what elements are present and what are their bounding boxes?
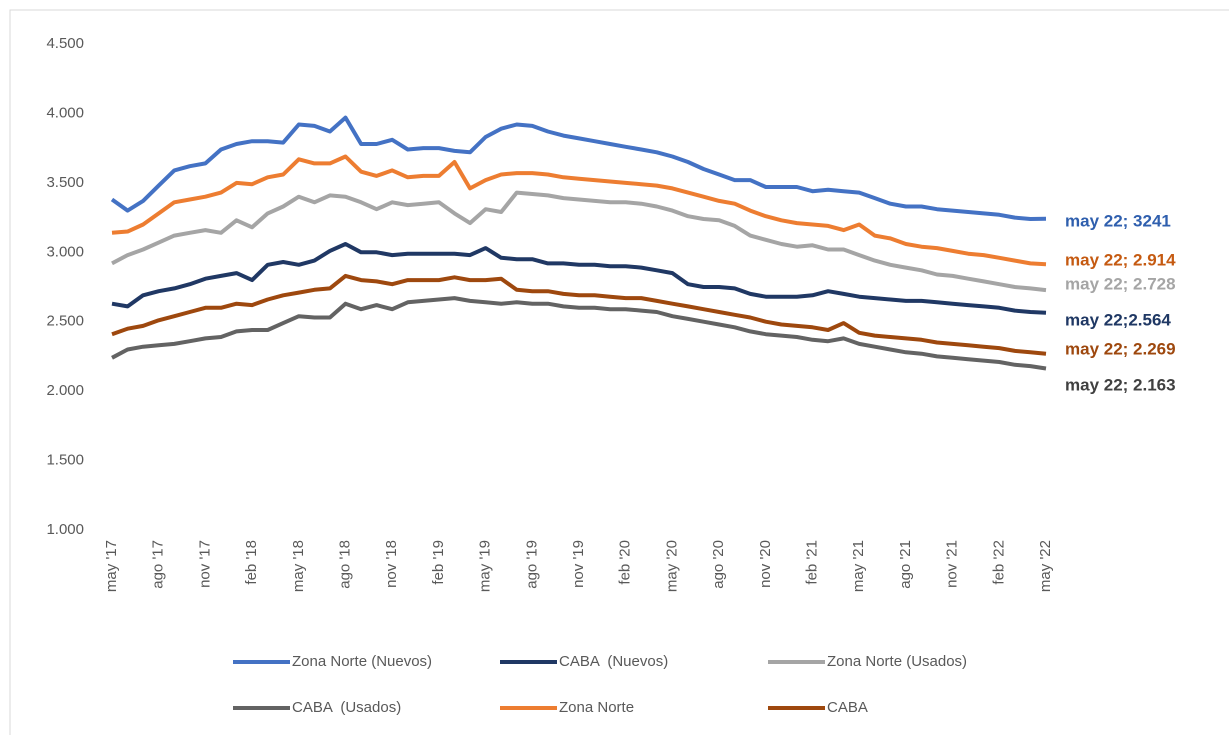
y-tick-label: 4.500 <box>46 35 84 52</box>
x-tick-label: feb '20 <box>617 540 634 585</box>
y-tick-label: 2.000 <box>46 382 84 399</box>
series-line <box>111 190 1047 293</box>
series-line <box>111 273 1047 356</box>
y-tick-label: 3.000 <box>46 243 84 260</box>
x-tick-label: may '17 <box>103 540 120 592</box>
x-tick-label: feb '19 <box>430 540 447 585</box>
legend-label: Zona Norte (Usados) <box>827 653 967 670</box>
legend-label: Zona Norte <box>559 699 634 716</box>
x-tick-label: ago '21 <box>897 540 914 589</box>
x-tick-label: feb '18 <box>243 540 260 585</box>
series-line <box>111 296 1047 371</box>
end-label: may 22; 2.914 <box>1065 250 1176 269</box>
y-tick-label: 4.000 <box>46 104 84 121</box>
x-tick-label: may '21 <box>850 540 867 592</box>
x-tick-label: feb '22 <box>990 540 1007 585</box>
x-tick-label: may '22 <box>1037 540 1054 592</box>
x-tick-label: nov '17 <box>196 540 213 588</box>
x-tick-label: ago '18 <box>336 540 353 589</box>
x-tick-label: nov '19 <box>570 540 587 588</box>
end-label: may 22; 2.163 <box>1065 375 1176 394</box>
x-tick-label: nov '18 <box>383 540 400 588</box>
x-tick-label: nov '21 <box>944 540 961 588</box>
end-label: may 22; 2.728 <box>1065 274 1176 293</box>
legend-label: Zona Norte (Nuevos) <box>292 653 432 670</box>
legend-label: CABA (Nuevos) <box>559 653 668 670</box>
x-tick-label: ago '17 <box>150 540 167 589</box>
legend-label: CABA (Usados) <box>292 699 401 716</box>
x-tick-label: may '19 <box>477 540 494 592</box>
legend-label: CABA <box>827 699 868 716</box>
x-tick-label: ago '20 <box>710 540 727 589</box>
x-tick-label: feb '21 <box>803 540 820 585</box>
end-label: may 22;2.564 <box>1065 310 1171 329</box>
y-tick-label: 2.500 <box>46 313 84 330</box>
y-tick-label: 1.000 <box>46 521 84 538</box>
series-line <box>111 154 1047 267</box>
x-tick-label: may '20 <box>663 540 680 592</box>
x-tick-label: may '18 <box>290 540 307 592</box>
end-label: may 22; 2.269 <box>1065 339 1176 358</box>
y-tick-label: 3.500 <box>46 174 84 191</box>
x-tick-label: nov '20 <box>757 540 774 588</box>
chart-frame <box>9 9 1229 735</box>
series-line <box>110 115 1047 221</box>
series-line <box>111 242 1047 315</box>
y-tick-label: 1.500 <box>46 452 84 469</box>
end-label: may 22; 3241 <box>1065 211 1171 230</box>
x-tick-label: ago '19 <box>523 540 540 589</box>
